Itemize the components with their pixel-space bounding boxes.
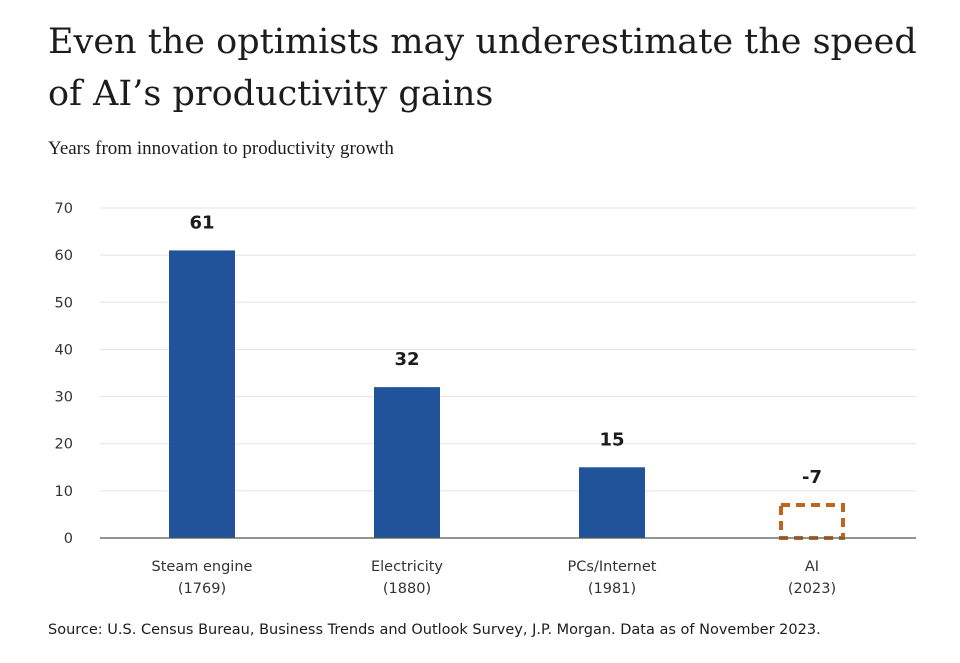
y-tick-label: 0 bbox=[64, 531, 73, 547]
bar bbox=[374, 387, 440, 538]
x-category-label: PCs/Internet bbox=[568, 559, 657, 575]
source-note: Source: U.S. Census Bureau, Business Tre… bbox=[48, 622, 821, 638]
bar-projected bbox=[779, 503, 845, 540]
y-tick-label: 40 bbox=[55, 342, 73, 358]
chart-title: Even the optimists may underestimate the… bbox=[48, 22, 917, 114]
y-tick-label: 10 bbox=[55, 484, 73, 500]
x-category-label: (1981) bbox=[588, 581, 636, 597]
y-tick-label: 20 bbox=[55, 437, 73, 453]
bar bbox=[169, 250, 235, 538]
x-category-label: (1880) bbox=[383, 581, 431, 597]
x-category-label: AI bbox=[805, 559, 819, 575]
x-category-label: Electricity bbox=[371, 559, 443, 575]
y-tick-label: 50 bbox=[55, 295, 73, 311]
y-tick-label: 30 bbox=[55, 390, 73, 406]
x-category-label: (1769) bbox=[178, 581, 226, 597]
x-category-label: Steam engine bbox=[152, 559, 253, 575]
y-tick-label: 70 bbox=[55, 201, 73, 217]
data-label: 32 bbox=[394, 349, 419, 370]
y-tick-label: 60 bbox=[55, 248, 73, 264]
data-label: 15 bbox=[599, 429, 624, 450]
bar bbox=[579, 467, 645, 538]
chart-subtitle: Years from innovation to productivity gr… bbox=[48, 138, 394, 159]
data-label: -7 bbox=[802, 467, 822, 488]
x-category-label: (2023) bbox=[788, 581, 836, 597]
data-label: 61 bbox=[189, 212, 214, 233]
